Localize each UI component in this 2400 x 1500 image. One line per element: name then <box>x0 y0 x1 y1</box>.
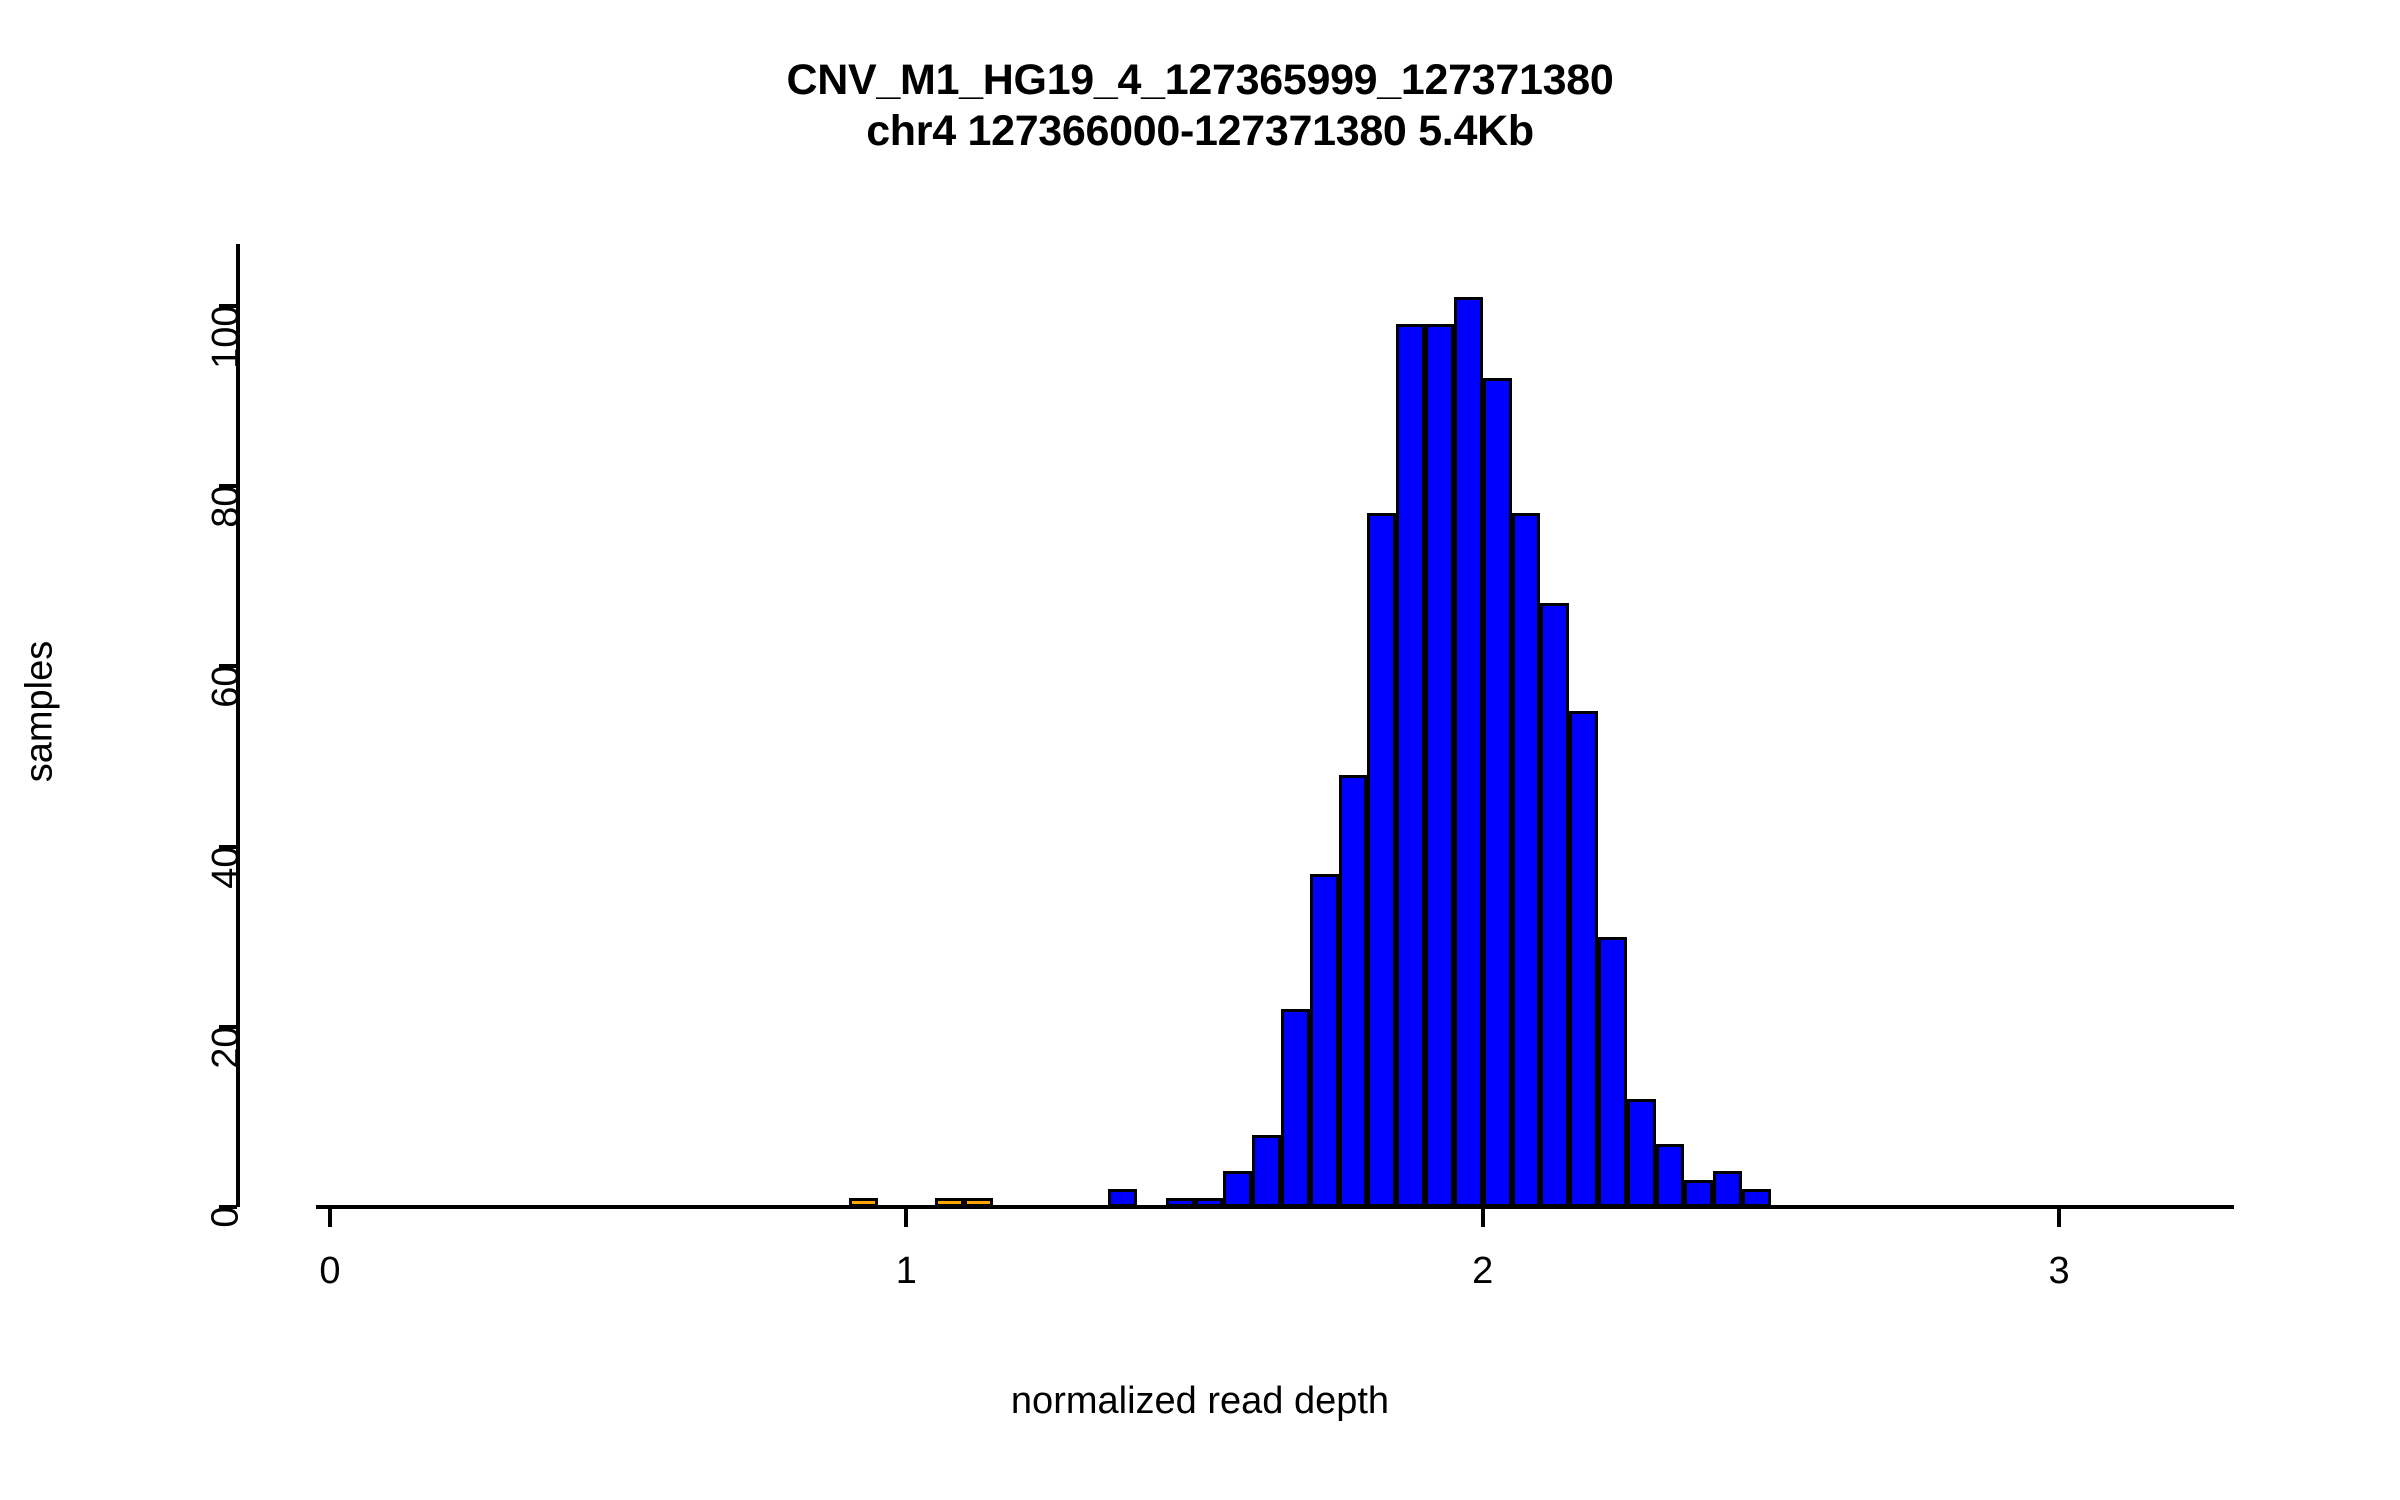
histogram-bar <box>1367 513 1397 1207</box>
histogram-bar <box>1569 711 1598 1207</box>
y-axis-tick-label: 0 <box>204 1206 247 1228</box>
y-axis-tick-label: 60 <box>204 665 247 709</box>
x-axis-tick-label: 3 <box>2048 1250 2070 1292</box>
histogram-bar <box>1396 324 1426 1207</box>
y-axis-line <box>236 244 240 1207</box>
y-axis-tick-label: 40 <box>204 846 247 889</box>
histogram-bar <box>1626 1098 1656 1207</box>
histogram-bar <box>1684 1179 1714 1207</box>
x-axis-tick <box>328 1207 332 1227</box>
histogram-bar <box>1281 1008 1310 1207</box>
title-line-1: CNV_M1_HG19_4_127365999_127371380 <box>786 56 1614 104</box>
histogram-bar <box>1338 774 1368 1207</box>
histogram-bar <box>1655 1143 1685 1207</box>
y-axis-tick <box>219 484 237 489</box>
title-line-2: chr4 127366000-127371380 5.4Kb <box>866 106 1534 155</box>
x-axis-tick-label: 2 <box>1472 1250 1494 1292</box>
histogram-bar <box>1223 1170 1253 1207</box>
x-axis-line <box>316 1205 2234 1209</box>
histogram-bar <box>1511 513 1541 1207</box>
y-axis-tick <box>219 1205 237 1209</box>
histogram-bar <box>1482 378 1512 1207</box>
histogram-bar <box>1453 297 1483 1207</box>
x-axis-tick-label: 0 <box>319 1250 341 1292</box>
y-axis-tick-label: 20 <box>204 1026 247 1069</box>
x-axis-tick <box>1480 1207 1485 1227</box>
y-axis-tick <box>219 844 237 849</box>
y-axis-tick-label: 80 <box>204 485 247 529</box>
histogram-bar <box>1713 1170 1743 1207</box>
histogram-bar <box>1598 936 1627 1207</box>
y-axis-title: samples <box>18 640 61 783</box>
histogram-bar <box>1425 324 1454 1207</box>
histogram-bar <box>1252 1134 1281 1207</box>
y-axis-tick <box>219 664 237 669</box>
y-axis-tick-label: 100 <box>204 305 247 369</box>
histogram-bar <box>1540 603 1570 1207</box>
histogram-bar <box>1309 873 1339 1207</box>
x-axis-title: normalized read depth <box>1010 1380 1390 1422</box>
x-axis-tick-label: 1 <box>895 1250 917 1292</box>
x-axis-tick <box>2057 1207 2062 1227</box>
y-axis-tick <box>219 304 237 309</box>
x-axis-tick <box>904 1207 909 1227</box>
figure-title: CNV_M1_HG19_4_127365999_127371380 chr4 1… <box>0 55 2400 156</box>
y-axis-tick <box>219 1024 237 1029</box>
